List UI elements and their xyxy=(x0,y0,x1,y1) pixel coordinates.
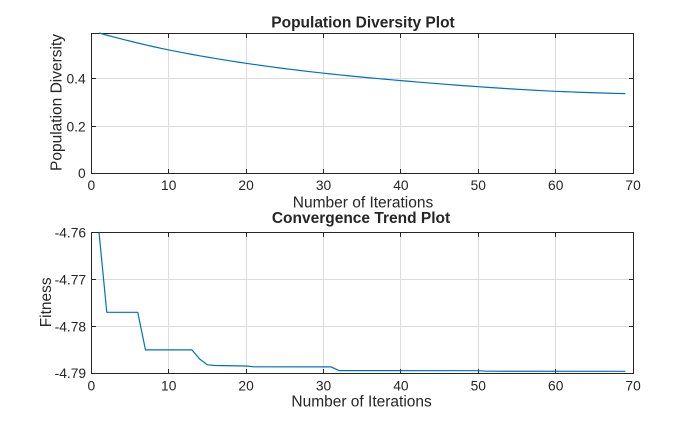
svg-text:50: 50 xyxy=(471,379,487,394)
svg-text:Population Diversity Plot: Population Diversity Plot xyxy=(271,15,454,32)
svg-text:30: 30 xyxy=(316,379,332,394)
svg-text:0: 0 xyxy=(87,379,95,394)
svg-text:Fitness: Fitness xyxy=(38,277,55,327)
svg-text:20: 20 xyxy=(238,379,254,394)
svg-text:50: 50 xyxy=(471,178,487,193)
svg-text:Population Diversity: Population Diversity xyxy=(49,34,66,171)
svg-text:10: 10 xyxy=(161,178,177,193)
svg-text:-4.76: -4.76 xyxy=(55,226,87,241)
svg-text:Convergence Trend Plot: Convergence Trend Plot xyxy=(272,210,450,227)
svg-text:-4.78: -4.78 xyxy=(55,319,87,334)
svg-text:0.2: 0.2 xyxy=(67,119,86,134)
svg-text:10: 10 xyxy=(161,379,177,394)
svg-text:Number of Iterations: Number of Iterations xyxy=(293,195,434,212)
svg-text:60: 60 xyxy=(548,178,564,193)
svg-text:60: 60 xyxy=(548,379,564,394)
svg-text:0: 0 xyxy=(87,178,95,193)
svg-text:0.4: 0.4 xyxy=(67,72,87,87)
svg-text:-4.77: -4.77 xyxy=(55,272,86,287)
svg-text:Number of Iterations: Number of Iterations xyxy=(291,394,432,411)
svg-text:0: 0 xyxy=(78,166,86,181)
svg-text:40: 40 xyxy=(393,379,409,394)
svg-text:-4.79: -4.79 xyxy=(55,366,87,381)
svg-text:30: 30 xyxy=(316,178,332,193)
svg-text:40: 40 xyxy=(393,178,409,193)
svg-text:70: 70 xyxy=(625,178,641,193)
svg-text:70: 70 xyxy=(625,379,641,394)
svg-text:20: 20 xyxy=(238,178,254,193)
